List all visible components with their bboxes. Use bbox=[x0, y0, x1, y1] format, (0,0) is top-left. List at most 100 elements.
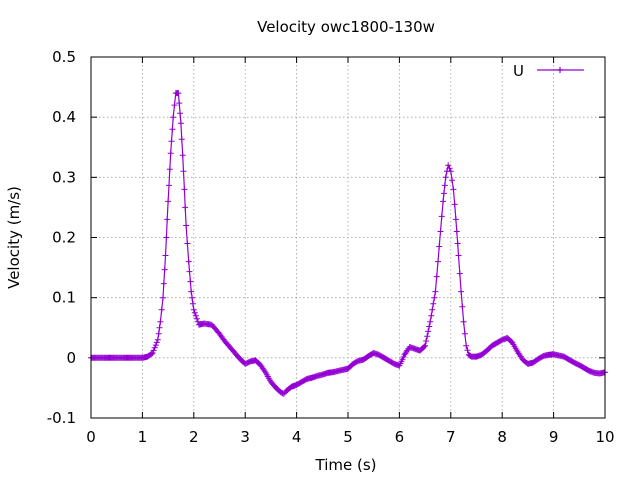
data-point bbox=[166, 166, 173, 173]
plot-frame bbox=[90, 56, 606, 419]
data-point bbox=[171, 102, 178, 109]
data-point bbox=[185, 258, 192, 265]
data-point bbox=[428, 312, 435, 319]
data-point bbox=[431, 294, 438, 301]
data-point bbox=[157, 318, 164, 325]
data-point bbox=[158, 306, 165, 313]
data-point bbox=[191, 309, 198, 316]
data-point bbox=[189, 294, 196, 301]
x-tick-label: 5 bbox=[343, 428, 353, 446]
x-tick-label: 2 bbox=[189, 428, 199, 446]
data-point bbox=[451, 201, 458, 208]
data-point bbox=[422, 342, 429, 349]
data-point bbox=[180, 168, 187, 175]
data-point bbox=[442, 174, 449, 181]
data-point bbox=[464, 347, 471, 354]
data-point bbox=[429, 306, 436, 313]
data-point bbox=[152, 342, 159, 349]
y-axis-label: Velocity (m/s) bbox=[5, 186, 23, 289]
data-point bbox=[455, 252, 462, 259]
y-tick-label: 0.5 bbox=[52, 48, 76, 66]
data-point bbox=[170, 114, 177, 121]
data-point bbox=[459, 303, 466, 310]
data-point bbox=[154, 336, 161, 343]
data-point bbox=[430, 300, 437, 307]
x-tick-label: 0 bbox=[86, 428, 96, 446]
data-point bbox=[153, 339, 160, 346]
data-point bbox=[460, 318, 467, 325]
data-point bbox=[454, 240, 461, 247]
data-point bbox=[463, 342, 470, 349]
grid-lines bbox=[91, 57, 605, 418]
data-point bbox=[183, 222, 190, 229]
data-point bbox=[453, 228, 460, 235]
data-point bbox=[441, 182, 448, 189]
y-tick-label: -0.1 bbox=[47, 409, 76, 427]
y-tick-label: 0.4 bbox=[52, 108, 76, 126]
data-point bbox=[167, 150, 174, 157]
y-tick-label: 0.1 bbox=[52, 289, 76, 307]
y-tick-label: 0.2 bbox=[52, 229, 76, 247]
data-point bbox=[449, 177, 456, 184]
chart-title: Velocity owc1800-130w bbox=[257, 18, 435, 36]
data-point bbox=[189, 300, 196, 307]
data-point bbox=[168, 138, 175, 145]
data-point bbox=[421, 343, 428, 350]
data-point bbox=[156, 324, 163, 331]
data-point bbox=[190, 306, 197, 313]
data-point bbox=[163, 234, 170, 241]
y-tick-label: 0 bbox=[66, 349, 76, 367]
data-point bbox=[425, 328, 432, 335]
data-point bbox=[149, 350, 156, 356]
x-tick-label: 9 bbox=[549, 428, 559, 446]
data-point bbox=[162, 252, 169, 259]
x-tick-label: 1 bbox=[138, 428, 148, 446]
data-point bbox=[435, 258, 441, 265]
data-point bbox=[437, 228, 444, 235]
data-point bbox=[426, 323, 433, 330]
data-point bbox=[186, 268, 193, 275]
data-point bbox=[151, 344, 158, 351]
x-tick-label: 8 bbox=[497, 428, 507, 446]
data-point bbox=[165, 198, 172, 205]
x-tick-label: 7 bbox=[446, 428, 456, 446]
data-point bbox=[427, 318, 434, 325]
data-point bbox=[175, 90, 182, 97]
y-tick-labels: -0.1 0 0.1 0.2 0.3 0.4 0.5 bbox=[47, 48, 76, 427]
data-point bbox=[440, 190, 447, 197]
data-point bbox=[456, 270, 463, 277]
data-point bbox=[160, 294, 166, 301]
data-point bbox=[181, 186, 188, 193]
data-point bbox=[424, 333, 431, 340]
legend-label: U bbox=[513, 62, 524, 80]
data-point bbox=[178, 136, 185, 143]
series-markers-U bbox=[88, 90, 608, 397]
data-point bbox=[161, 266, 168, 273]
data-point bbox=[192, 312, 199, 319]
data-point bbox=[169, 126, 176, 133]
data-point bbox=[447, 168, 454, 175]
data-point bbox=[436, 243, 443, 250]
data-point bbox=[188, 288, 195, 295]
y-tick-label: 0.3 bbox=[52, 168, 76, 186]
data-point bbox=[461, 330, 468, 337]
data-point bbox=[164, 216, 171, 223]
data-point bbox=[179, 152, 186, 159]
data-point bbox=[446, 165, 453, 172]
data-point bbox=[433, 273, 440, 280]
data-point bbox=[176, 100, 183, 107]
legend: U bbox=[513, 62, 584, 80]
data-point bbox=[440, 198, 447, 205]
x-tick-label: 4 bbox=[292, 428, 302, 446]
data-point bbox=[458, 288, 465, 295]
x-tick-label: 6 bbox=[395, 428, 405, 446]
data-point bbox=[450, 186, 457, 193]
data-point bbox=[148, 350, 155, 357]
series-layer bbox=[88, 90, 608, 397]
data-point bbox=[160, 280, 167, 287]
data-point bbox=[452, 216, 459, 223]
data-point bbox=[150, 347, 157, 354]
data-point bbox=[193, 315, 200, 322]
data-point bbox=[423, 338, 430, 344]
